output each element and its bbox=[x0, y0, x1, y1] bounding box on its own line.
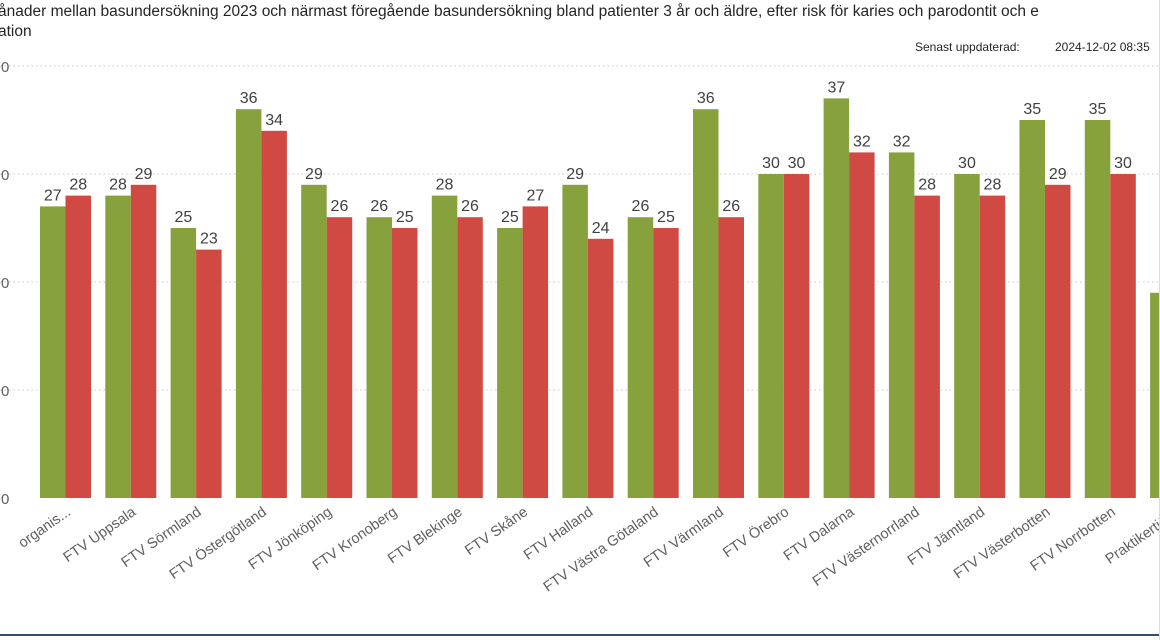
bar-series-1 bbox=[823, 98, 850, 499]
data-label: 29 bbox=[135, 166, 153, 183]
bar-series-2 bbox=[1045, 184, 1071, 499]
bar-series-2 bbox=[653, 228, 679, 498]
data-label: 34 bbox=[265, 112, 283, 129]
bar-series-1 bbox=[954, 174, 980, 498]
data-label: 30 bbox=[762, 155, 780, 172]
data-label: 29 bbox=[1049, 166, 1067, 183]
x-tick-label: FTV Västra Götaland bbox=[541, 504, 662, 595]
bar-series-2 bbox=[1110, 174, 1136, 498]
bar-series-1 bbox=[170, 228, 197, 498]
data-label: 36 bbox=[697, 90, 715, 107]
data-label: 32 bbox=[893, 133, 911, 150]
data-label: 28 bbox=[436, 177, 454, 194]
bar-series-2 bbox=[849, 152, 875, 498]
data-label: 35 bbox=[1023, 101, 1041, 118]
data-label: 25 bbox=[174, 209, 192, 226]
bar-series-2 bbox=[979, 195, 1006, 498]
data-label: 28 bbox=[984, 177, 1002, 194]
data-label: 26 bbox=[632, 198, 650, 215]
data-label: 29 bbox=[305, 166, 323, 183]
data-label: 30 bbox=[788, 155, 806, 172]
data-label: 26 bbox=[370, 198, 388, 215]
bar-series-1 bbox=[1019, 120, 1045, 498]
bar-series-1 bbox=[366, 217, 392, 498]
bar-series-2 bbox=[326, 217, 353, 498]
bar-series-2 bbox=[783, 174, 810, 498]
y-tick-label: 0 bbox=[1, 275, 9, 292]
x-tick-label: organis... bbox=[16, 504, 74, 551]
bar-series-1 bbox=[235, 109, 262, 498]
data-label: 28 bbox=[69, 177, 87, 194]
bar-series-2 bbox=[587, 238, 614, 499]
bar-series-2 bbox=[65, 195, 91, 498]
bar-series-1 bbox=[40, 206, 66, 498]
y-tick-label: 0 bbox=[1, 167, 9, 184]
bar-series-1 bbox=[562, 184, 588, 499]
bar-series-1 bbox=[758, 174, 784, 498]
data-label: 28 bbox=[918, 177, 936, 194]
data-label: 26 bbox=[331, 198, 349, 215]
bar-series-1 bbox=[888, 152, 915, 498]
bar-series-1 bbox=[627, 217, 654, 498]
x-tick-label: FTV Västernorrland bbox=[810, 504, 923, 590]
bar-series-2 bbox=[914, 195, 940, 498]
data-label: 25 bbox=[657, 209, 675, 226]
y-tick-label: 0 bbox=[1, 491, 9, 508]
bar-series-2 bbox=[130, 184, 157, 499]
bar-series-1 bbox=[497, 228, 523, 498]
bar-series-2 bbox=[457, 217, 483, 498]
last-updated-value: 2024-12-02 08:35 bbox=[1055, 40, 1150, 54]
bar-series-1 bbox=[693, 109, 719, 498]
data-label: 27 bbox=[44, 187, 62, 204]
bottom-border bbox=[0, 634, 1160, 636]
data-label: 26 bbox=[722, 198, 740, 215]
data-label: 28 bbox=[109, 177, 127, 194]
bar-series-2 bbox=[196, 249, 222, 498]
data-label: 35 bbox=[1089, 101, 1107, 118]
y-tick-label: 0 bbox=[1, 383, 9, 400]
data-label: 37 bbox=[827, 79, 845, 96]
bar-series-1 bbox=[301, 184, 327, 499]
data-label: 23 bbox=[200, 231, 218, 248]
bar-series-1 bbox=[105, 195, 131, 498]
bar-series-2 bbox=[718, 217, 744, 498]
data-label: 30 bbox=[1114, 155, 1132, 172]
bar-series-1 bbox=[431, 195, 458, 498]
data-label: 25 bbox=[396, 209, 414, 226]
data-label: 26 bbox=[461, 198, 479, 215]
bar-series-1 bbox=[1084, 120, 1111, 498]
data-label: 24 bbox=[592, 220, 610, 237]
bar-series-2 bbox=[392, 228, 418, 498]
last-updated-label: Senast uppdaterad: bbox=[915, 40, 1020, 54]
data-label: 25 bbox=[501, 209, 519, 226]
bar-series-2 bbox=[522, 206, 549, 498]
data-label: 32 bbox=[853, 133, 871, 150]
data-label: 36 bbox=[240, 90, 258, 107]
data-label: 30 bbox=[958, 155, 976, 172]
data-label: 27 bbox=[526, 187, 544, 204]
y-tick-label: 0 bbox=[1, 59, 9, 76]
chart-title-line1: ånader mellan basundersökning 2023 och n… bbox=[0, 3, 1039, 20]
bar-series-1 bbox=[1150, 292, 1160, 498]
chart-title: ånader mellan basundersökning 2023 och n… bbox=[0, 2, 1160, 42]
chart-title-line2: ation bbox=[0, 23, 32, 40]
data-label: 29 bbox=[566, 166, 584, 183]
bar-series-2 bbox=[261, 130, 287, 499]
